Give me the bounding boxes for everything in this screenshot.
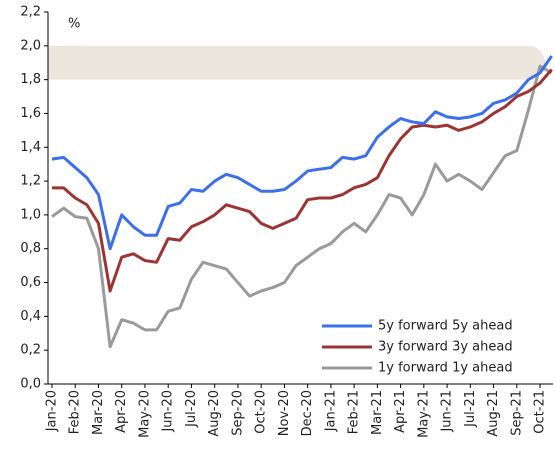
x-tick-label: May-20: [137, 390, 152, 438]
x-tick-label: Apr-21: [393, 390, 408, 433]
target-band: [48, 45, 88, 80]
y-tick-label: 1,4: [20, 140, 41, 155]
y-tick-label: 1,0: [20, 207, 41, 222]
x-tick-label: Apr-20: [114, 390, 129, 433]
y-tick-label: 1,8: [20, 72, 41, 87]
legend-label: 1y forward 1y ahead: [378, 361, 513, 376]
y-tick-label: 0,2: [20, 343, 41, 358]
y-tick-label: 0,6: [20, 275, 41, 290]
y-tick-label: 2,0: [20, 38, 41, 53]
x-tick-label: Feb-20: [68, 390, 83, 434]
x-tick-label: Jun-21: [440, 390, 455, 433]
x-tick-label: Sep-20: [230, 390, 245, 436]
x-tick-label: Jun-20: [161, 390, 176, 433]
series-line: [52, 68, 553, 293]
x-tick-label: Jul-20: [184, 390, 199, 428]
y-tick-label: 1,2: [20, 174, 41, 189]
x-tick-label: Sep-21: [509, 390, 524, 436]
legend-label: 3y forward 3y ahead: [378, 340, 513, 355]
x-tick-label: Feb-21: [347, 390, 362, 434]
series-line: [51, 64, 553, 349]
unit-label: %: [68, 17, 80, 32]
y-tick-label: 0,0: [20, 377, 41, 392]
x-tick-label: Aug-20: [207, 390, 222, 437]
x-tick-label: Nov-20: [277, 390, 292, 436]
x-tick-label: Oct-21: [533, 390, 548, 434]
y-tick-label: 0,4: [20, 309, 41, 324]
x-tick-label: Jan-21: [323, 390, 338, 432]
x-tick-label: Mar-20: [91, 390, 106, 435]
target-band: [48, 45, 545, 80]
x-tick-label: Oct-20: [254, 390, 269, 434]
x-tick-label: May-21: [416, 390, 431, 438]
x-tick-label: Jan-20: [45, 390, 60, 432]
y-tick-label: 1,6: [20, 106, 41, 121]
y-tick-label: 2,2: [20, 5, 41, 20]
x-tick-label: Dec-20: [300, 390, 315, 436]
x-tick-label: Mar-21: [370, 390, 385, 435]
legend-label: 5y forward 5y ahead: [378, 319, 513, 334]
y-tick-label: 0,8: [20, 241, 41, 256]
series-line: [51, 55, 553, 251]
x-tick-label: Jul-21: [463, 390, 478, 428]
x-tick-label: Aug-21: [486, 390, 501, 437]
